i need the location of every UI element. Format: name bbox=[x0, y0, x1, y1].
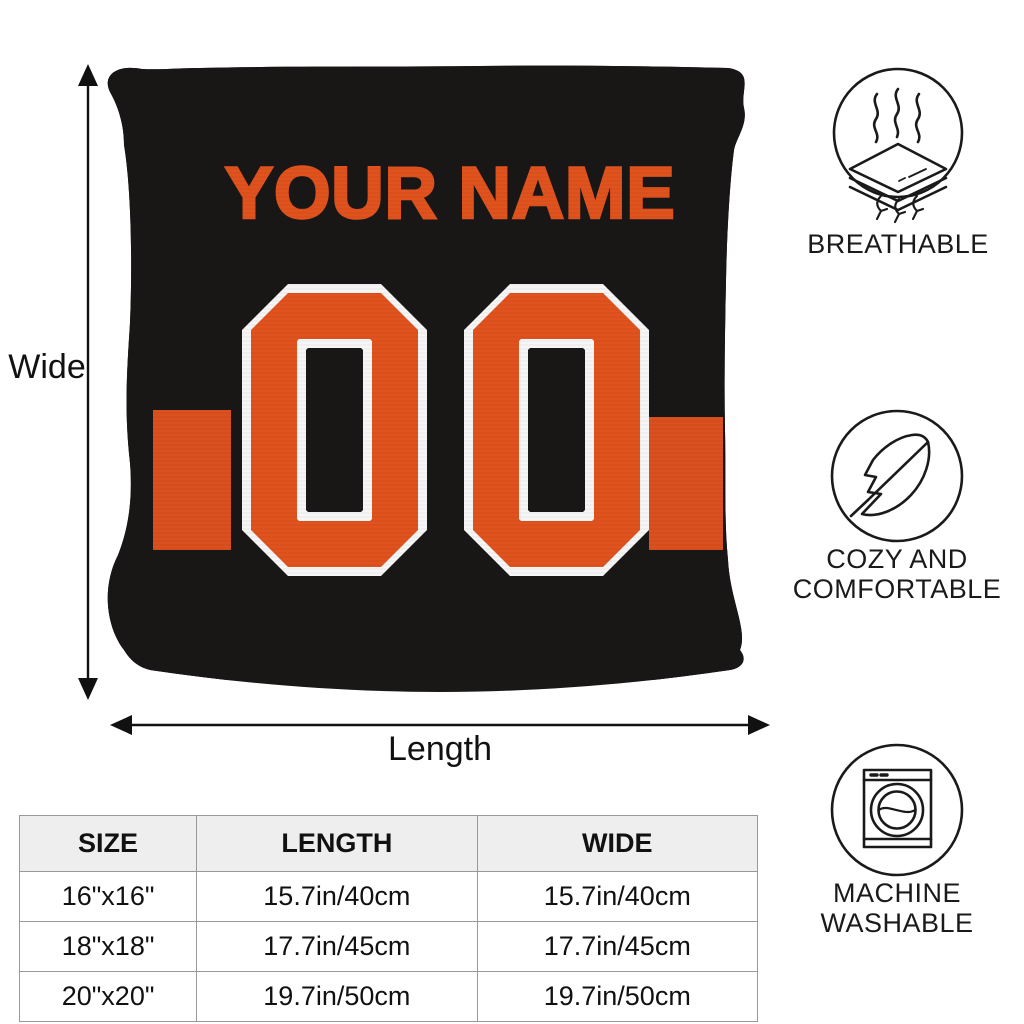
svg-text:COMFORTABLE: COMFORTABLE bbox=[793, 574, 1002, 604]
svg-text:Wide: Wide bbox=[8, 348, 85, 386]
svg-text:COZY AND: COZY AND bbox=[826, 544, 968, 574]
svg-text:MACHINE: MACHINE bbox=[833, 878, 961, 908]
svg-text:BREATHABLE: BREATHABLE bbox=[807, 229, 989, 259]
svg-text:WASHABLE: WASHABLE bbox=[820, 908, 973, 938]
svg-text:Length: Length bbox=[388, 730, 492, 768]
